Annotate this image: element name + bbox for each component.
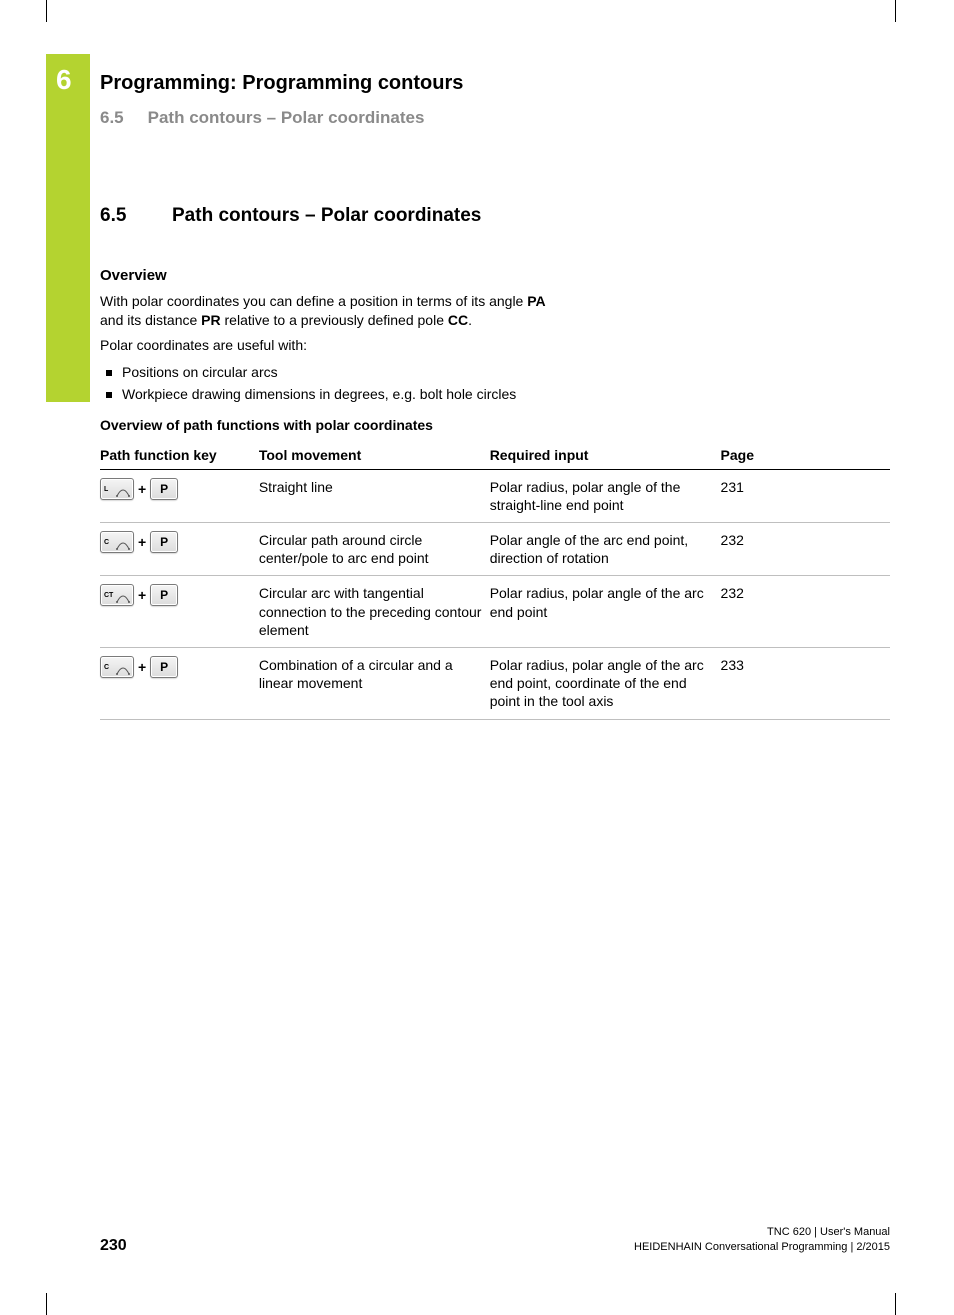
path-key-icon: CT	[100, 584, 134, 606]
section-number: 6.5	[100, 205, 172, 227]
overview-para-1: With polar coordinates you can define a …	[100, 292, 560, 330]
term-pa: PA	[527, 293, 545, 309]
page-footer: 230 TNC 620 | User's Manual HEIDENHAIN C…	[100, 1237, 890, 1255]
plus-icon: +	[138, 586, 146, 604]
chapter-tab	[46, 54, 90, 402]
text: .	[468, 312, 472, 328]
cell-move: Circular path around circle center/pole …	[259, 523, 490, 576]
path-key-icon: C	[100, 656, 134, 678]
path-key-icon: L	[100, 478, 134, 500]
cell-page: 231	[721, 469, 890, 522]
col-header-req: Required input	[490, 441, 721, 470]
table-row: CT+PCircular arc with tangential connect…	[100, 576, 890, 648]
plus-icon: +	[138, 658, 146, 676]
plus-icon: +	[138, 533, 146, 551]
cell-req: Polar radius, polar angle of the arc end…	[490, 647, 721, 719]
breadcrumb-title: Path contours – Polar coordinates	[148, 108, 425, 127]
footer-line-1: TNC 620 | User's Manual	[634, 1225, 890, 1240]
cell-move: Combination of a circular and a linear m…	[259, 647, 490, 719]
cell-key: L+P	[100, 469, 259, 522]
col-header-key: Path function key	[100, 441, 259, 470]
overview-bullets: Positions on circular arcs Workpiece dra…	[100, 361, 890, 405]
chapter-title: Programming: Programming contours	[100, 72, 463, 95]
text: With polar coordinates you can define a …	[100, 293, 527, 309]
table-row: C+PCombination of a circular and a linea…	[100, 647, 890, 719]
main-content: 6.5Path contours – Polar coordinates Ove…	[100, 205, 890, 720]
cell-page: 233	[721, 647, 890, 719]
page-number: 230	[100, 1237, 127, 1254]
p-key-icon: P	[150, 584, 178, 606]
p-key-icon: P	[150, 531, 178, 553]
cell-move: Straight line	[259, 469, 490, 522]
p-key-icon: P	[150, 656, 178, 678]
cell-page: 232	[721, 576, 890, 648]
col-header-page: Page	[721, 441, 890, 470]
table-row: C+PCircular path around circle center/po…	[100, 523, 890, 576]
chapter-number: 6	[56, 64, 72, 96]
cell-page: 232	[721, 523, 890, 576]
overview-para-2: Polar coordinates are useful with:	[100, 336, 560, 355]
overview-heading: Overview	[100, 267, 890, 284]
path-key-icon: C	[100, 531, 134, 553]
footer-meta: TNC 620 | User's Manual HEIDENHAIN Conve…	[634, 1225, 890, 1255]
table-title: Overview of path functions with polar co…	[100, 417, 890, 433]
plus-icon: +	[138, 480, 146, 498]
term-cc: CC	[448, 312, 468, 328]
path-functions-table: Path function key Tool movement Required…	[100, 441, 890, 720]
col-header-move: Tool movement	[259, 441, 490, 470]
text: relative to a previously defined pole	[221, 312, 448, 328]
cell-key: C+P	[100, 523, 259, 576]
section-title: Path contours – Polar coordinates	[172, 205, 481, 226]
cell-req: Polar radius, polar angle of the arc end…	[490, 576, 721, 648]
text: and its distance	[100, 312, 201, 328]
p-key-icon: P	[150, 478, 178, 500]
cell-move: Circular arc with tangential connection …	[259, 576, 490, 648]
list-item: Workpiece drawing dimensions in degrees,…	[100, 383, 890, 405]
cell-key: CT+P	[100, 576, 259, 648]
term-pr: PR	[201, 312, 220, 328]
breadcrumb: 6.5 Path contours – Polar coordinates	[100, 108, 424, 128]
footer-line-2: HEIDENHAIN Conversational Programming | …	[634, 1240, 890, 1255]
cell-req: Polar angle of the arc end point, direct…	[490, 523, 721, 576]
list-item: Positions on circular arcs	[100, 361, 890, 383]
cell-key: C+P	[100, 647, 259, 719]
breadcrumb-number: 6.5	[100, 108, 124, 127]
cell-req: Polar radius, polar angle of the straigh…	[490, 469, 721, 522]
table-row: L+PStraight linePolar radius, polar angl…	[100, 469, 890, 522]
section-heading: 6.5Path contours – Polar coordinates	[100, 205, 890, 227]
